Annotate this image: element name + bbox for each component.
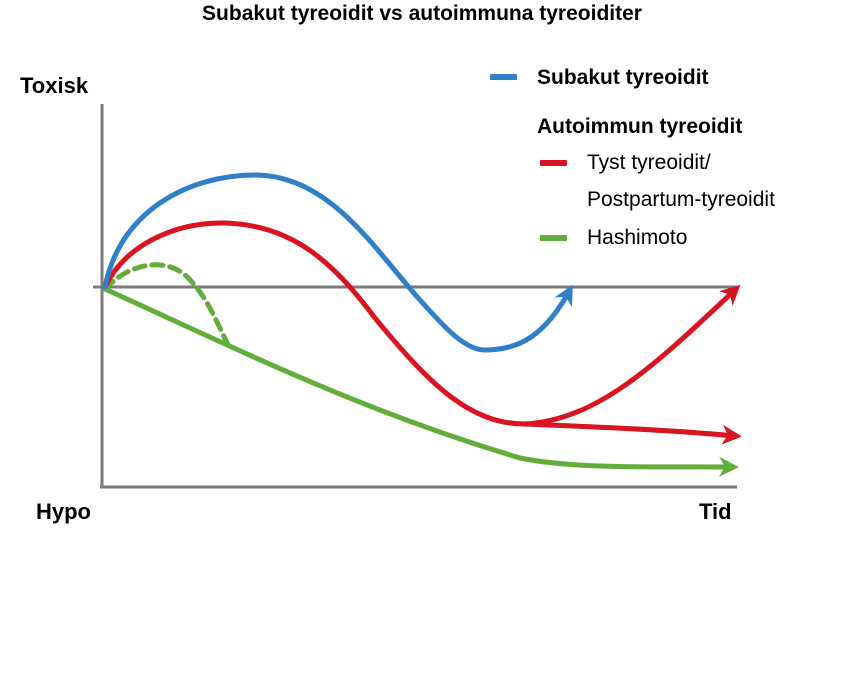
curve-subacute-thyroiditis (102, 172, 573, 353)
legend-heading-autoimmune: Autoimmun tyreoidit (537, 115, 743, 138)
curve-hashimoto-transient-toxic (102, 262, 231, 348)
curve-silent-thyroiditis (102, 220, 528, 427)
y-axis-top-label: Toxisk (20, 73, 89, 98)
curve-silent-recovery (522, 284, 741, 427)
legend-label-hashimoto: Hashimoto (587, 226, 688, 249)
legend-swatch-hashimoto (540, 235, 567, 241)
legend-label-silent-line2: Postpartum-tyreoidit (587, 188, 775, 211)
curve-hashimoto (102, 286, 739, 477)
diagram-title: Subakut tyreoidit vs autoimmuna tyreoidi… (202, 2, 642, 25)
x-axis-end-label: Tid (699, 499, 732, 524)
y-axis-bottom-label: Hypo (36, 499, 91, 524)
legend-label-subacute: Subakut tyreoidit (537, 66, 709, 89)
legend-swatch-subacute (490, 74, 517, 80)
legend-swatch-silent (540, 160, 567, 166)
legend-label-silent-line1: Tyst tyreoidit/ (587, 151, 711, 174)
curve-silent-persistent-hypo (522, 421, 742, 445)
